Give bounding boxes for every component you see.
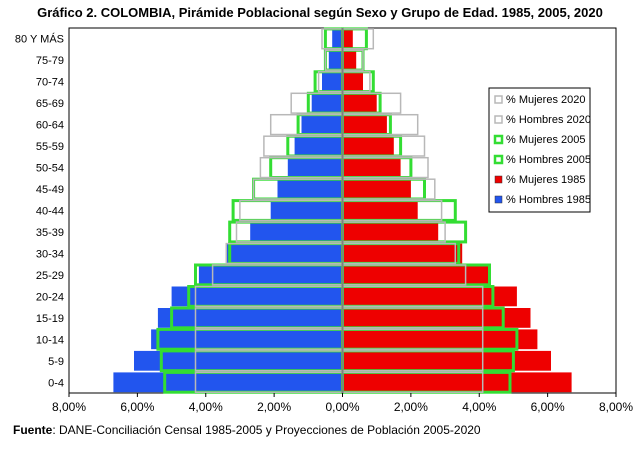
legend-label: % Mujeres 1985: [506, 174, 586, 186]
legend-swatch: [494, 95, 503, 104]
x-tick-label: 2,00%: [394, 400, 428, 414]
bar-hombres-1985-2: [322, 71, 343, 92]
legend-label: % Hombres 2005: [506, 154, 591, 166]
age-group-label: 10-14: [36, 334, 64, 346]
x-tick-label: 4,00%: [462, 400, 496, 414]
legend-box: [488, 87, 591, 213]
bar-hombres-1985-0: [332, 28, 343, 49]
legend: % Mujeres 2020 % Hombres 2020 % Mujeres 20…: [488, 87, 591, 213]
bar-mujeres-1985-11: [342, 265, 490, 285]
legend-label: % Hombres 1985: [506, 194, 591, 206]
bar-hombres-1985-11: [198, 265, 343, 285]
bar-hombres-1985-1: [328, 50, 343, 71]
bar-mujeres-1985-12: [342, 286, 517, 307]
bar-hombres-1985-16: [113, 372, 343, 393]
bar-mujeres-1985-5: [342, 136, 394, 156]
age-group-label: 70-74: [36, 77, 64, 89]
bar-hombres-1985-3: [311, 93, 343, 114]
x-tick-label: 8,00%: [52, 400, 86, 414]
age-group-label: 5-9: [48, 356, 64, 368]
bar-mujeres-1985-13: [342, 308, 531, 328]
legend-label: % Mujeres 2020: [506, 94, 586, 106]
bar-mujeres-1985-6: [342, 157, 401, 178]
bar-hombres-1985-7: [277, 179, 343, 199]
chart-title: Gráfico 2. COLOMBIA, Pirámide Poblaciona…: [37, 5, 603, 20]
legend-swatch: [494, 175, 503, 184]
bar-hombres-1985-4: [301, 114, 343, 135]
bar-hombres-1985-15: [134, 350, 343, 371]
bar-mujeres-1985-9: [342, 222, 439, 242]
bar-mujeres-1985-16: [342, 372, 572, 393]
x-tick-label: 6,00%: [120, 400, 154, 414]
age-group-label: 30-34: [36, 248, 64, 260]
bar-mujeres-1985-7: [342, 179, 411, 199]
bar-mujeres-1985-3: [342, 93, 377, 114]
bar-mujeres-1985-15: [342, 350, 551, 371]
age-group-label: 80 Y MÁS: [15, 33, 64, 46]
age-group-label: 45-49: [36, 184, 64, 196]
bar-hombres-1985-12: [171, 286, 343, 307]
source-label: Fuente: [13, 423, 53, 437]
age-group-label: 55-59: [36, 141, 64, 153]
bar-hombres-1985-10: [226, 243, 343, 264]
x-tick-label: 0,00%: [325, 400, 359, 414]
x-tick-label: 6,00%: [531, 400, 565, 414]
bar-hombres-1985-5: [294, 136, 343, 156]
legend-label: % Hombres 2020: [506, 114, 591, 126]
bar-hombres-1985-13: [157, 308, 343, 328]
age-group-label: 15-19: [36, 313, 64, 325]
x-tick-label: 8,00%: [599, 400, 633, 414]
bar-mujeres-1985-10: [342, 243, 463, 264]
age-group-label: 35-39: [36, 227, 64, 239]
x-tick-label: 4,00%: [189, 400, 223, 414]
bar-hombres-1985-14: [151, 329, 343, 350]
age-group-label: 75-79: [36, 55, 64, 67]
bar-hombres-1985-9: [250, 222, 343, 242]
age-group-label: 65-69: [36, 98, 64, 110]
age-group-label: 20-24: [36, 291, 64, 303]
age-group-label: 0-4: [48, 377, 64, 389]
bar-hombres-1985-6: [287, 157, 343, 178]
legend-swatch: [493, 134, 504, 145]
legend-label: % Mujeres 2005: [506, 134, 586, 146]
bar-mujeres-1985-0: [342, 28, 353, 49]
legend-swatch: [494, 115, 503, 124]
age-group-label: 60-64: [36, 120, 64, 132]
legend-swatch: [494, 195, 503, 204]
bar-mujeres-1985-2: [342, 71, 363, 92]
source-text: : DANE-Conciliación Censal 1985-2005 y P…: [52, 423, 481, 437]
bar-hombres-1985-8: [270, 200, 343, 221]
bar-mujeres-1985-14: [342, 329, 538, 350]
bar-mujeres-1985-8: [342, 200, 418, 221]
age-group-label: 40-44: [36, 206, 64, 218]
x-tick-label: 2,00%: [257, 400, 291, 414]
legend-swatch: [493, 154, 504, 165]
bar-mujeres-1985-1: [342, 50, 357, 71]
bar-mujeres-1985-4: [342, 114, 387, 135]
age-group-label: 25-29: [36, 270, 64, 282]
source-note: Fuente: DANE-Conciliación Censal 1985-20…: [13, 423, 481, 437]
age-group-label: 50-54: [36, 163, 64, 175]
